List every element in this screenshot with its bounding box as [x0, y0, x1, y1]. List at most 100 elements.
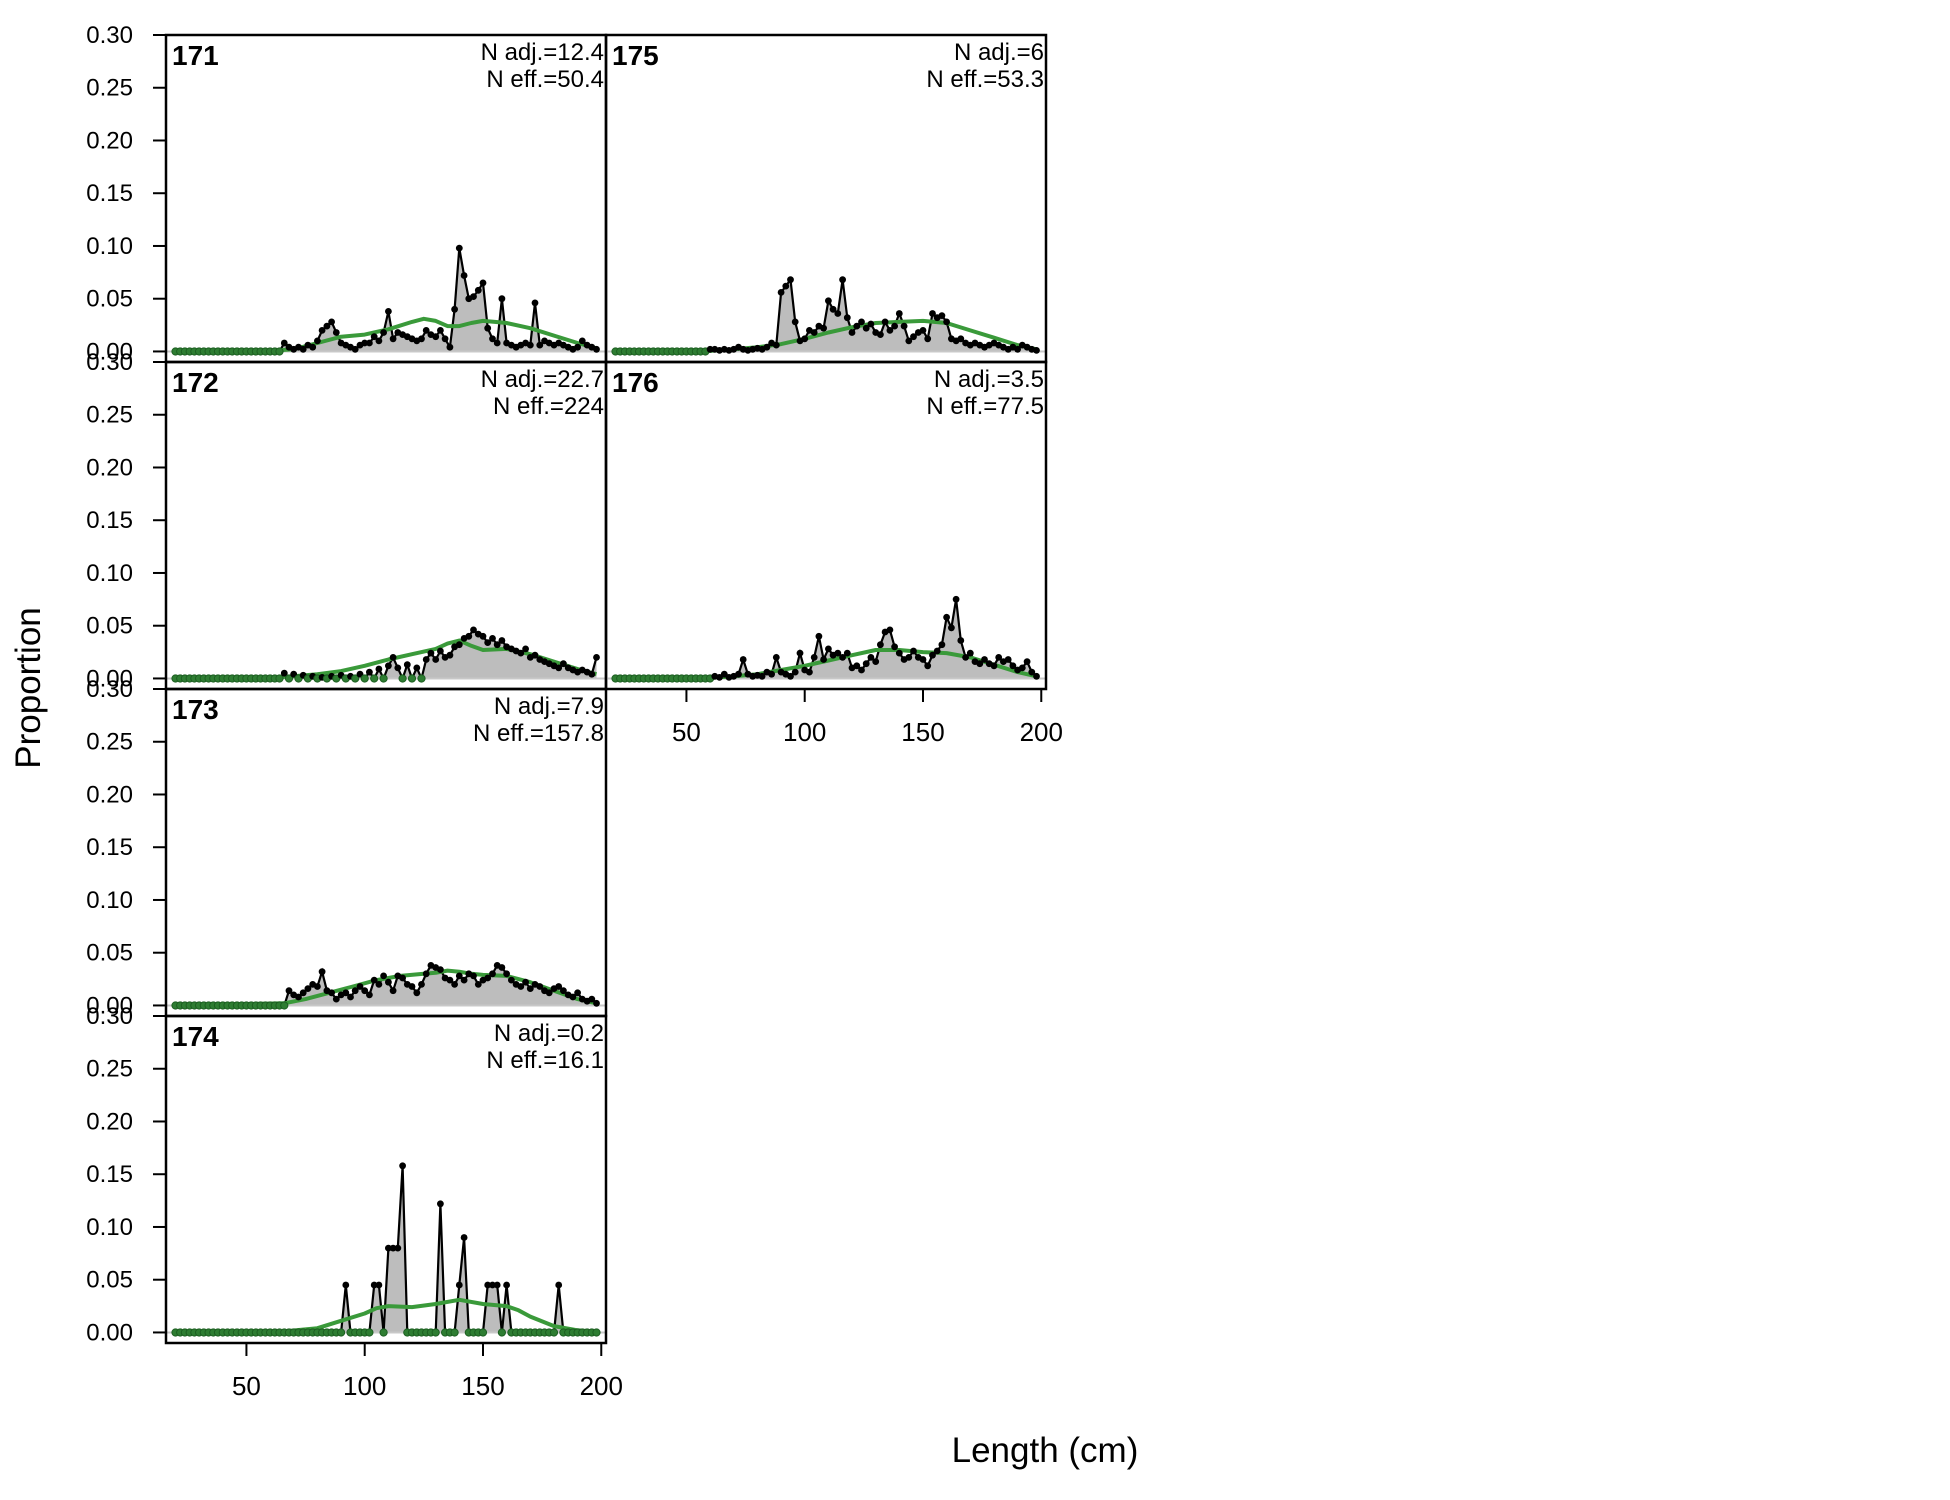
data-point: [413, 664, 421, 672]
x-tick-label: 50: [672, 717, 701, 747]
data-point: [962, 654, 969, 661]
y-tick-label: 0.00: [86, 1319, 133, 1346]
panel-175: 175 N adj.=6N eff.=53.3: [604, 33, 1048, 364]
panel-frame: [164, 1014, 608, 1345]
data-point: [839, 276, 846, 284]
data-point: [924, 662, 932, 670]
data-point: [578, 337, 586, 345]
data-point: [408, 983, 416, 990]
data-point: [360, 674, 369, 683]
data-point: [1009, 662, 1017, 670]
data-point: [323, 322, 331, 330]
data-point: [531, 651, 539, 659]
data-point: [858, 318, 865, 326]
data-point: [451, 981, 458, 988]
data-point: [815, 632, 823, 640]
data-point: [455, 641, 463, 649]
data-point: [455, 972, 463, 980]
y-tick-label: 0.00: [86, 338, 133, 365]
data-point: [848, 329, 856, 336]
data-point: [422, 656, 430, 663]
data-point: [465, 632, 473, 640]
y-tick-label: 0.05: [86, 940, 133, 967]
n-eff-label: N eff.=77.5: [926, 393, 1044, 420]
data-point: [309, 343, 317, 351]
x-tick-label: 50: [232, 1371, 261, 1401]
data-point: [910, 333, 917, 341]
data-point: [905, 337, 913, 345]
data-point: [370, 976, 378, 984]
data-point: [432, 333, 440, 341]
data-point: [777, 289, 785, 296]
data-point: [375, 337, 383, 345]
data-point: [716, 674, 723, 681]
data-point: [839, 654, 846, 661]
data-point: [895, 649, 903, 657]
y-tick-label: 0.15: [86, 1161, 133, 1188]
data-point: [588, 670, 596, 678]
data-point: [924, 335, 932, 343]
data-point: [522, 978, 529, 986]
x-tick-label: 150: [461, 1371, 504, 1401]
data-point: [318, 968, 326, 976]
data-point: [886, 327, 894, 334]
data-point: [489, 335, 496, 343]
data-point: [427, 649, 435, 657]
data-point: [555, 664, 563, 672]
data-point: [422, 970, 430, 978]
data-point: [772, 341, 780, 349]
data-point: [867, 654, 875, 661]
data-point: [460, 272, 468, 279]
data-point: [366, 991, 373, 999]
data-point: [948, 624, 955, 632]
data-point: [943, 318, 950, 326]
data-point: [1014, 345, 1021, 353]
data-point: [460, 1234, 468, 1241]
data-point: [497, 1328, 506, 1337]
data-point: [862, 324, 870, 332]
data-point: [351, 987, 359, 995]
n-adj-label: N adj.=22.7: [481, 366, 604, 393]
y-tick-label: 0.05: [86, 286, 133, 313]
data-point: [891, 643, 898, 651]
data-point: [479, 632, 487, 640]
x-tick-label: 200: [580, 1371, 623, 1401]
data-point: [432, 656, 440, 663]
y-tick-label: 0.10: [86, 1214, 133, 1241]
y-tick-label: 0.30: [86, 1003, 133, 1030]
data-point: [389, 987, 397, 995]
data-point: [966, 649, 974, 657]
data-point: [739, 656, 747, 663]
n-adj-label: N adj.=12.4: [481, 39, 604, 66]
data-point: [763, 343, 771, 351]
data-point: [555, 1281, 563, 1289]
n-adj-label: N adj.=3.5: [934, 366, 1044, 393]
data-point: [574, 343, 581, 351]
data-point: [517, 649, 525, 657]
data-point: [342, 989, 350, 997]
data-point: [498, 637, 506, 644]
data-point: [328, 318, 335, 326]
data-point: [493, 641, 501, 649]
data-point: [825, 645, 832, 653]
data-point: [929, 651, 936, 659]
data-point: [413, 989, 421, 997]
data-point: [365, 1328, 374, 1337]
data-point: [394, 1244, 402, 1252]
y-tick-label: 0.15: [86, 180, 133, 207]
data-point: [549, 1328, 559, 1337]
y-tick-label: 0.25: [86, 1056, 133, 1083]
panel-173: 173 N adj.=7.9N eff.=157.8 0.00 0.05 0.10 0.1…: [86, 676, 608, 1019]
data-point: [801, 335, 809, 343]
data-point: [379, 1328, 388, 1337]
n-adj-label: N adj.=7.9: [494, 693, 604, 720]
data-point: [474, 981, 482, 988]
data-point: [332, 329, 340, 336]
data-point: [451, 305, 458, 313]
observed-area: [175, 1165, 597, 1333]
data-point: [829, 305, 837, 313]
data-point: [820, 324, 827, 332]
data-point: [919, 656, 927, 663]
y-tick-label: 0.15: [86, 834, 133, 861]
data-point: [399, 974, 406, 982]
